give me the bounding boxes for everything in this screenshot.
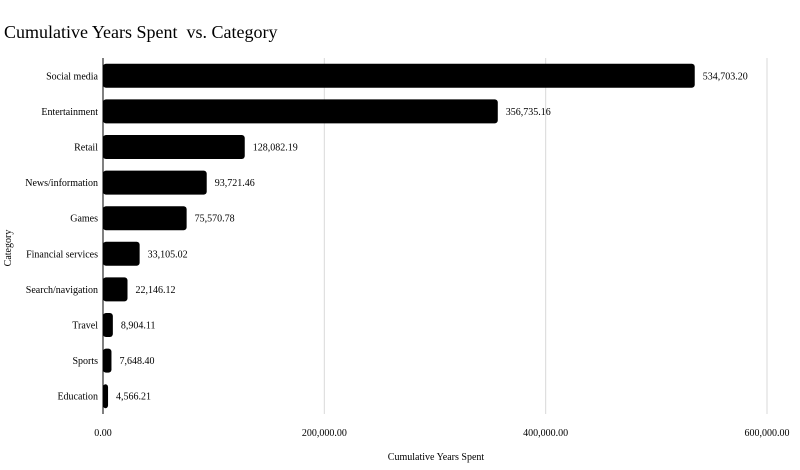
data-label: 4,566.21	[116, 392, 151, 403]
category-label: Financial services	[26, 249, 98, 260]
data-label: 75,570.78	[195, 214, 235, 225]
category-labels: Social media Entertainment Retail News/info…	[25, 71, 98, 402]
bar	[103, 170, 207, 195]
x-axis-label: Cumulative Years Spent	[388, 452, 485, 463]
x-tick-labels: 0.00 200,000.00 400,000.00 600,000.00	[94, 428, 789, 439]
data-label: 22,146.12	[136, 285, 176, 296]
y-axis-label: Category	[3, 230, 14, 267]
category-label: News/information	[25, 178, 98, 189]
bar	[103, 313, 113, 337]
bar	[103, 63, 695, 88]
category-label: Sports	[72, 356, 98, 367]
bar	[103, 348, 112, 373]
bar	[103, 241, 140, 266]
data-label: 356,735.16	[506, 107, 551, 118]
bar	[103, 135, 245, 159]
category-label: Games	[70, 214, 98, 225]
bar	[103, 384, 109, 409]
bar	[103, 206, 187, 231]
bars	[103, 63, 695, 409]
x-tick-label: 0.00	[94, 428, 112, 439]
category-label: Social media	[46, 71, 98, 82]
x-tick-label: 200,000.00	[302, 428, 347, 439]
category-label: Education	[57, 392, 98, 403]
data-label: 8,904.11	[121, 321, 156, 332]
value-labels: 534,703.20 356,735.16 128,082.19 93,721.46 7…	[116, 71, 748, 402]
x-tick-label: 400,000.00	[523, 428, 568, 439]
bar	[103, 99, 498, 124]
data-label: 128,082.19	[253, 143, 298, 154]
bar	[103, 277, 128, 302]
category-label: Entertainment	[41, 107, 98, 118]
data-label: 534,703.20	[703, 71, 748, 82]
category-label: Travel	[72, 321, 98, 332]
data-label: 93,721.46	[215, 178, 255, 189]
category-label: Search/navigation	[26, 285, 98, 296]
x-tick-label: 600,000.00	[745, 428, 790, 439]
data-label: 33,105.02	[148, 249, 188, 260]
data-label: 7,648.40	[119, 356, 154, 367]
chart-title: Cumulative Years Spent vs. Category	[4, 22, 278, 42]
category-label: Retail	[74, 143, 98, 154]
